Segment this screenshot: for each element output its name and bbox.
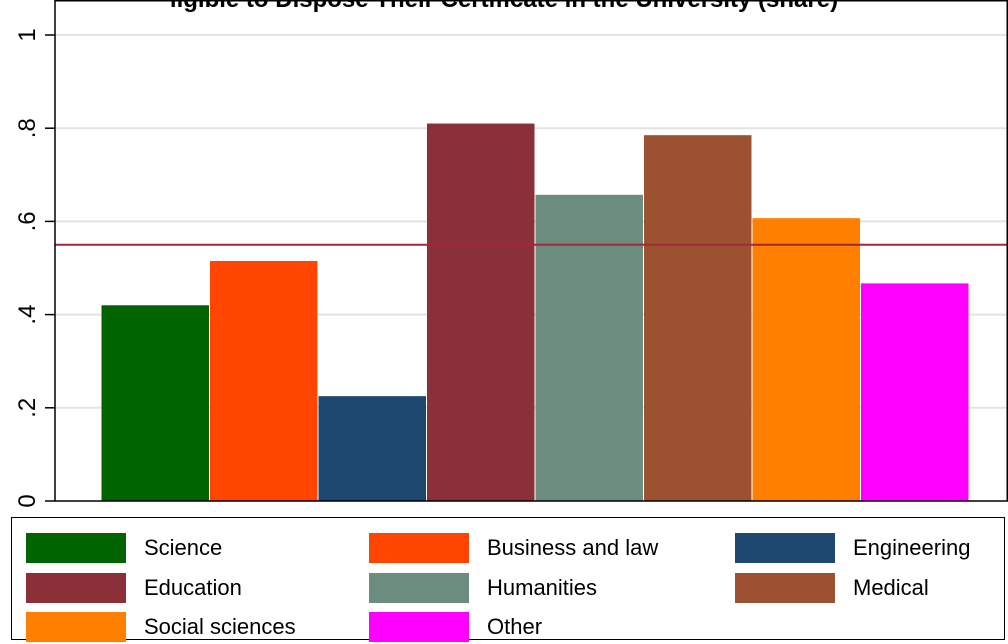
bar-business-and-law [210,261,318,501]
legend-label: Science [144,535,223,560]
y-tick-label: .4 [14,305,41,325]
legend-label: Business and law [487,535,659,560]
y-tick-label: .2 [14,398,41,418]
legend-swatch [26,573,126,603]
legend-swatch [369,533,469,563]
legend-swatch [26,612,126,642]
legend: Science Business and law Engineering Educat… [11,517,1005,642]
bar-engineering [318,396,426,501]
y-tick-label: .8 [14,118,41,138]
bar-science [101,305,209,501]
y-tick-label: .6 [14,211,41,231]
legend-swatch [735,533,835,563]
legend-label: Other [487,614,543,639]
legend-label: Social sciences [144,614,296,639]
legend-label: Education [144,575,242,600]
y-tick-label: 1 [14,28,41,41]
legend-swatch [369,573,469,603]
legend-swatch [369,612,469,642]
axes: 0 .2 .4 .6 .8 1 [14,0,1008,508]
chart-title: ligible to Dispose Their Certificate in … [0,0,1008,14]
legend-label: Medical [853,575,929,600]
legend-swatch [26,533,126,563]
legend-label: Engineering [853,535,971,560]
legend-swatch [735,573,835,603]
y-tick-label: 0 [14,494,41,507]
bar-education [427,123,535,501]
legend-label: Humanities [487,575,598,600]
bar-medical [644,135,752,501]
bars [101,123,969,501]
bar-humanities [535,194,643,501]
bar-social-sciences [752,218,860,501]
bar-other [861,283,969,501]
bar-chart: 0 .2 .4 .6 .8 1 [14,0,1008,508]
